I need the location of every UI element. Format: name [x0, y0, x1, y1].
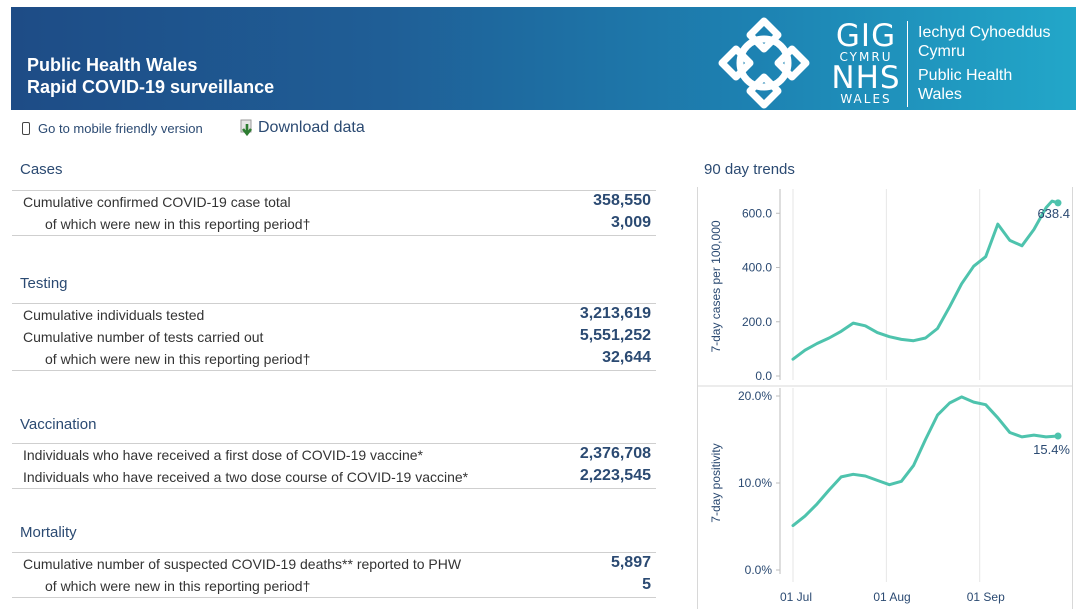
- positivity-y-axis-title: 7-day positivity: [709, 443, 723, 522]
- trends-title: 90 day trends: [704, 161, 795, 178]
- logo-wales-text: WALES: [840, 92, 892, 106]
- english-name-line1: Public Health: [918, 67, 1013, 84]
- testing-table: Cumulative individuals tested 3,213,619 …: [12, 303, 656, 371]
- mobile-version-label: Go to mobile friendly version: [38, 120, 203, 136]
- mobile-phone-icon: [22, 121, 30, 135]
- row-label: Cumulative individuals tested: [23, 307, 205, 323]
- row-value: 5,551,252: [579, 327, 651, 344]
- x-tick-label: 01 Sep: [967, 590, 1005, 604]
- logo-nhs-text: NHS: [831, 60, 901, 96]
- row-label: Cumulative number of tests carried out: [23, 329, 264, 345]
- positivity-y-tick-label: 20.0%: [738, 389, 772, 403]
- cases-rate-y-tick-label: 0.0: [755, 369, 772, 383]
- cases-rate-series-line: [791, 199, 1060, 361]
- english-name-line2: Wales: [918, 86, 962, 103]
- row-label: Individuals who have received a two dose…: [23, 469, 469, 485]
- nhs-wales-logo: GIG CYMRU NHS WALES: [826, 21, 906, 111]
- trends-chart-frame: [697, 187, 1073, 609]
- toolbar: Go to mobile friendly version Download d…: [22, 118, 365, 138]
- positivity-last-point: [1054, 432, 1062, 440]
- section-heading-mortality: Mortality: [20, 524, 77, 541]
- organisation-name: Iechyd Cyhoeddus Cymru Public Health Wal…: [918, 23, 1051, 104]
- cases-rate-y-tick-label: 200.0: [742, 315, 772, 329]
- row-label: of which were new in this reporting peri…: [45, 216, 311, 232]
- positivity-y-tick-label: 10.0%: [738, 476, 772, 490]
- table-row: of which were new in this reporting peri…: [12, 575, 656, 597]
- x-tick-label: 01 Jul: [780, 590, 812, 604]
- download-data-link[interactable]: Download data: [240, 119, 365, 137]
- row-label: Cumulative confirmed COVID-19 case total: [23, 194, 291, 210]
- title-line-dashboard: Rapid COVID-19 surveillance: [27, 77, 275, 97]
- section-heading-cases: Cases: [20, 161, 63, 178]
- row-value: 358,550: [593, 192, 651, 209]
- row-value: 2,376,708: [579, 445, 651, 462]
- download-icon: [240, 119, 253, 137]
- welsh-name-line2: Cymru: [918, 43, 966, 60]
- cases-rate-y-tick-label: 400.0: [742, 261, 772, 275]
- page-title: Public Health Wales Rapid COVID-19 surve…: [27, 54, 274, 98]
- welsh-name-line1: Iechyd Cyhoeddus: [918, 24, 1051, 41]
- celtic-knot-logo-icon: [718, 17, 810, 109]
- mortality-table: Cumulative number of suspected COVID-19 …: [12, 552, 656, 598]
- cases-rate-y-axis-title: 7-day cases per 100,000: [709, 220, 723, 352]
- logo-divider: [907, 21, 908, 107]
- table-row: Individuals who have received a two dose…: [12, 466, 656, 488]
- header-banner: Public Health Wales Rapid COVID-19 surve…: [11, 7, 1076, 110]
- row-value: 3,009: [610, 214, 651, 231]
- table-row: of which were new in this reporting peri…: [12, 348, 656, 370]
- row-value: 5,897: [610, 554, 651, 571]
- row-value: 32,644: [602, 349, 651, 366]
- section-heading-vaccination: Vaccination: [20, 416, 97, 433]
- cases-rate-y-tick-label: 600.0: [742, 206, 772, 220]
- row-label: of which were new in this reporting peri…: [45, 351, 311, 367]
- section-heading-testing: Testing: [20, 275, 68, 292]
- row-value: 2,223,545: [579, 467, 651, 484]
- cases-rate-last-point: [1054, 199, 1062, 207]
- positivity-y-tick-label: 0.0%: [745, 563, 773, 577]
- vaccination-table: Individuals who have received a first do…: [12, 443, 656, 489]
- cases-rate-last-value-label: 638.4: [1037, 206, 1070, 221]
- table-row: Cumulative number of tests carried out 5…: [12, 326, 656, 348]
- positivity-series-line: [791, 395, 1060, 528]
- download-data-label: Download data: [258, 119, 365, 136]
- logo-gig-text: GIG: [835, 18, 897, 54]
- row-label: Cumulative number of suspected COVID-19 …: [23, 556, 462, 572]
- logo-cymru-text: CYMRU: [839, 50, 893, 64]
- table-row: Cumulative individuals tested 3,213,619: [12, 304, 656, 326]
- mobile-version-link[interactable]: Go to mobile friendly version: [22, 121, 203, 136]
- row-value: 3,213,619: [579, 305, 651, 322]
- row-label: of which were new in this reporting peri…: [45, 578, 311, 594]
- row-label: Individuals who have received a first do…: [23, 447, 423, 463]
- table-row: Individuals who have received a first do…: [12, 444, 656, 466]
- x-tick-label: 01 Aug: [873, 590, 910, 604]
- title-line-org: Public Health Wales: [27, 55, 198, 75]
- row-value: 5: [642, 576, 651, 593]
- positivity-last-value-label: 15.4%: [1033, 442, 1070, 457]
- table-row: Cumulative number of suspected COVID-19 …: [12, 553, 656, 575]
- cases-table: Cumulative confirmed COVID-19 case total…: [12, 190, 656, 236]
- table-row: Cumulative confirmed COVID-19 case total…: [12, 191, 656, 213]
- table-row: of which were new in this reporting peri…: [12, 213, 656, 235]
